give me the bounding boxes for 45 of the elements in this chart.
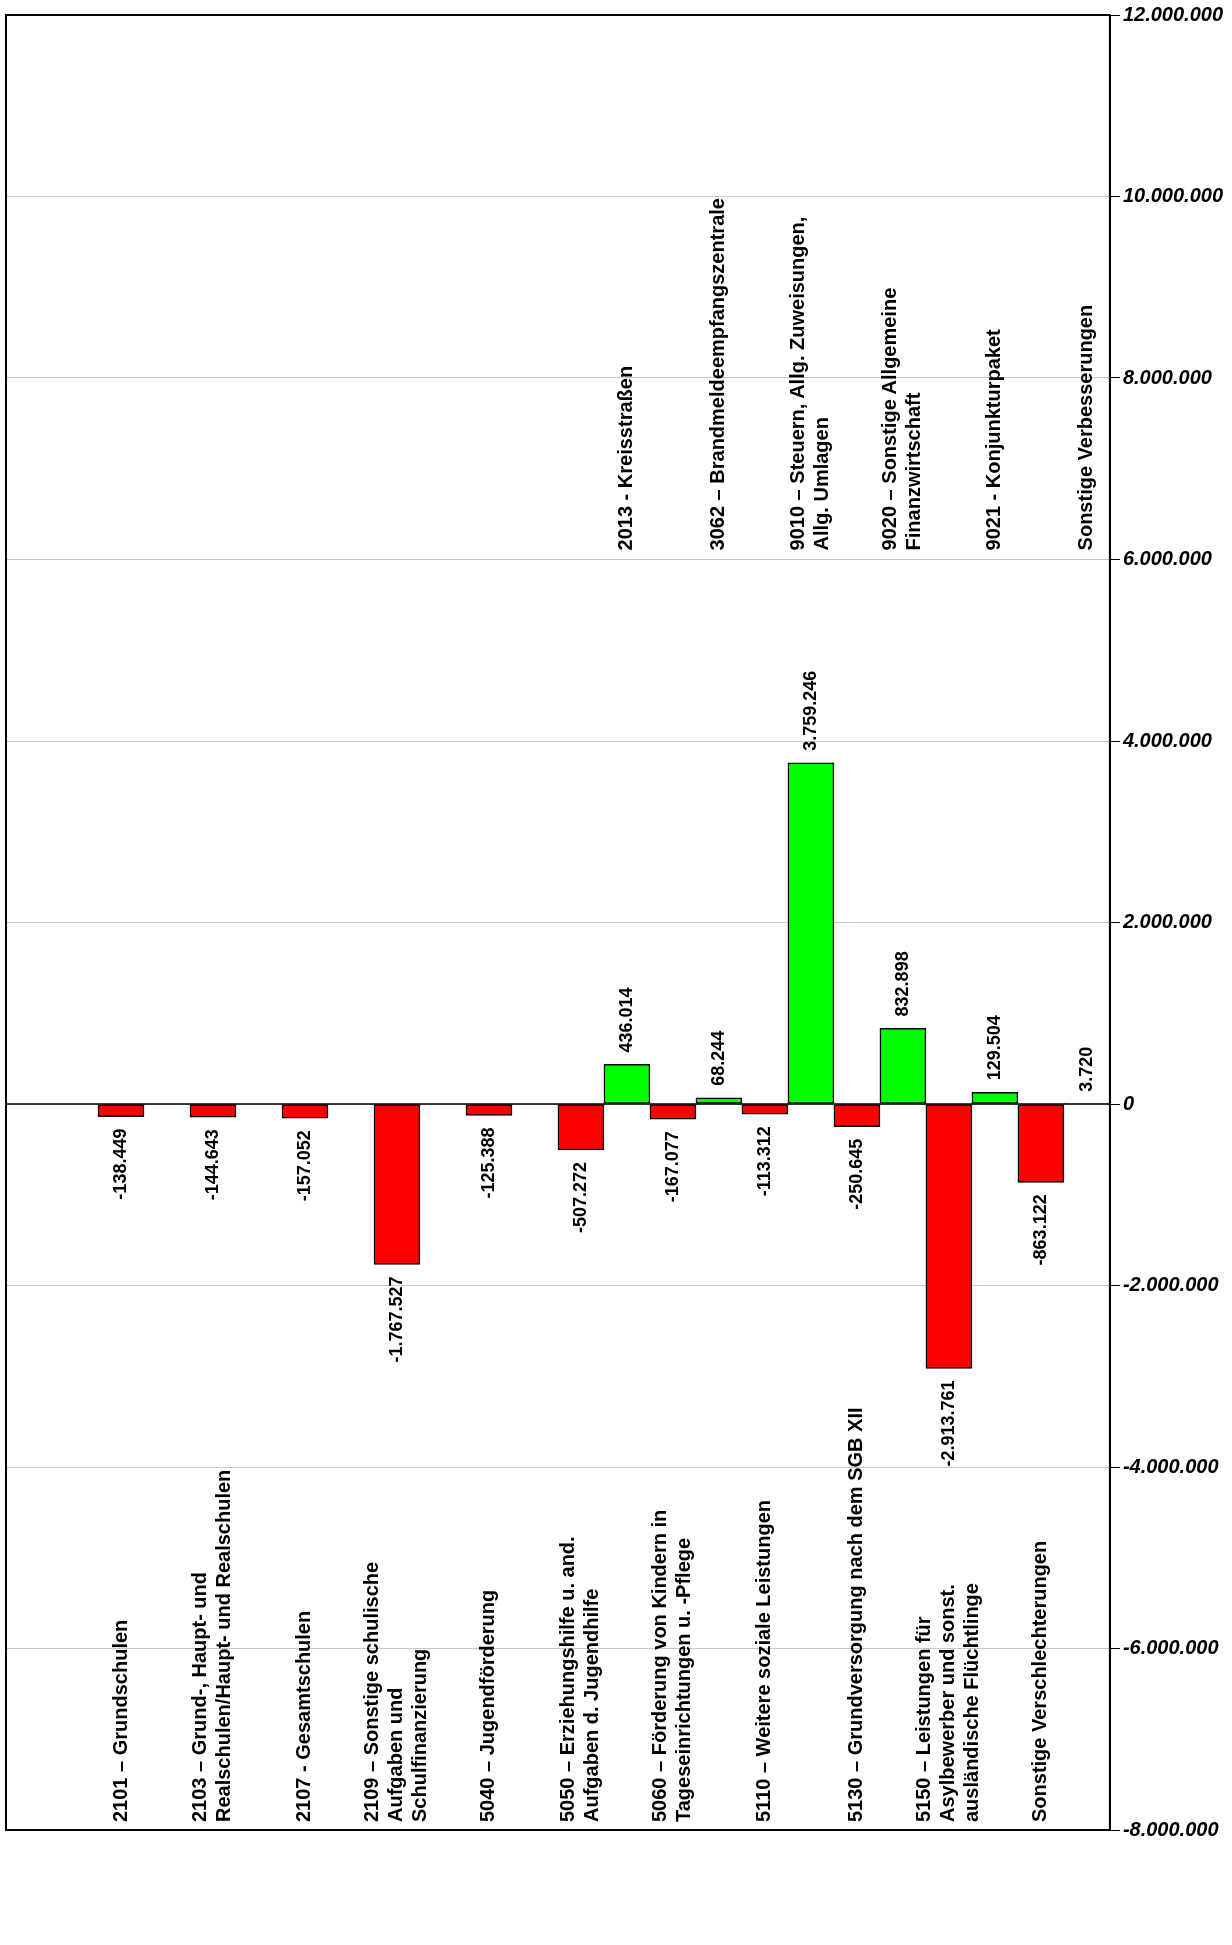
y-tick-label: 4.000.000 [1121,728,1212,751]
data-label: 3.720 [1075,1046,1096,1092]
y-tick-label: 6.000.000 [1122,547,1212,570]
x-tick-label: 5050 – Erziehungshilfe u. and. Aufgaben d. Jugendhilfe [556,1536,603,1822]
data-label: 436.014 [615,987,636,1053]
data-label: -1.767.527 [385,1276,406,1363]
data-label: -157.052 [293,1130,314,1202]
data-label: -863.122 [1029,1194,1050,1266]
x-tick-label: 2107 - Gesamtschulen [292,1610,315,1822]
y-tick-label: -4.000.000 [1122,1454,1219,1477]
data-label: 3.759.246 [799,670,820,751]
y-tick-label: -8.000.000 [1122,1817,1219,1840]
y-tick-label: 0 [1122,1091,1135,1114]
data-label: 129.504 [983,1015,1004,1081]
data-label: -144.643 [201,1129,222,1201]
x-tick-label: 9021 - Konjunkturpaket [982,328,1005,551]
data-label: -507.272 [569,1162,590,1234]
x-tick-label: 5130 – Grundversorgung nach dem SGB XII [844,1407,867,1822]
data-label: -250.645 [845,1138,866,1210]
y-tick-label: -2.000.000 [1122,1273,1219,1296]
x-tick-label: 3062 – Brandmeldeempfangszentrale [706,198,729,551]
data-label: -2.913.761 [937,1380,958,1467]
x-tick-label: 5150 – Leistungen für Asylbewerber und sonst. ausländische Flüchtlinge [912,1583,983,1822]
x-tick-label: 9010 – Steuern, Allg. Zuweisungen, Allg. Umlagen [786,216,833,551]
data-label: -167.077 [661,1131,682,1203]
y-tick-label: 12.000.000 [1122,2,1224,25]
x-tick-label: Sonstige Verschlechterungen [1028,1540,1051,1822]
x-tick-label: 5060 – Förderung von Kindern in Tageseinrichtungen u. -Pflege [648,1509,695,1822]
data-label: -138.449 [109,1128,130,1200]
x-tick-label: 2103 – Grund-, Haupt- und Realschulen/Haupt- und Realschulen [188,1469,235,1822]
data-label: 68.244 [707,1030,728,1086]
y-tick-label: 2.000.000 [1121,910,1212,933]
x-tick-label: 2013 - Kreisstraßen [614,365,637,551]
y-tick-label: 8.000.000 [1122,365,1212,388]
x-tick-label: 2101 – Grundschulen [108,1619,131,1822]
y-tick-label: -6.000.000 [1122,1636,1219,1659]
x-tick-label: 5110 – Weitere soziale Leistungen [752,1500,775,1822]
data-label: -113.312 [753,1126,774,1197]
x-tick-label: 2109 – Sonstige schulische Aufgaben und Schulfinanzierung [360,1561,431,1822]
x-tick-label: 9020 – Sonstige Allgemeine Finanzwirtschaft [878,287,925,551]
x-tick-label: 5040 – Jugendförderung [476,1589,499,1822]
data-label: 832.898 [891,951,912,1017]
y-tick-label: 10.000.000 [1122,184,1224,207]
x-tick-label: Sonstige Verbesserungen [1074,304,1097,551]
data-label: -125.388 [477,1127,498,1199]
